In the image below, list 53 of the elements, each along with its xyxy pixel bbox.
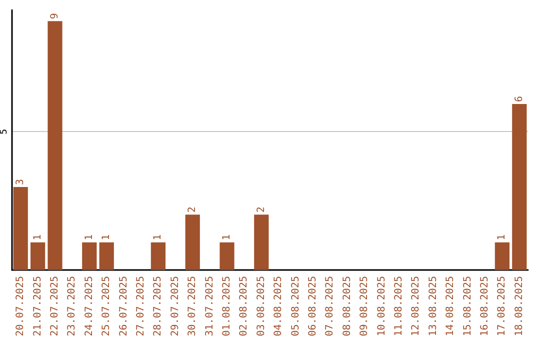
x-tick-label: 23.07.2025 xyxy=(66,276,78,336)
bar xyxy=(512,104,527,270)
x-tick-label: 24.07.2025 xyxy=(84,276,95,336)
x-tick-label: 04.08.2025 xyxy=(273,276,284,336)
data-label: 2 xyxy=(256,206,267,213)
data-label: 9 xyxy=(50,13,60,20)
y-tick-label: 5 xyxy=(0,128,10,134)
x-tick-label: 21.07.2025 xyxy=(32,276,44,336)
x-tick-label: 09.08.2025 xyxy=(359,276,370,336)
x-tick-label: 16.08.2025 xyxy=(480,276,490,336)
x-tick-label: 17.08.2025 xyxy=(496,276,508,336)
x-tick-label: 06.08.2025 xyxy=(308,276,318,336)
x-tick-label: 26.07.2025 xyxy=(118,276,130,336)
x-tick-label: 03.08.2025 xyxy=(256,276,267,336)
x-tick-label: 31.07.2025 xyxy=(204,276,216,336)
bar xyxy=(99,242,114,270)
x-tick-label: 22.07.2025 xyxy=(50,276,60,336)
x-tick-label: 14.08.2025 xyxy=(445,276,456,336)
bar xyxy=(82,242,97,270)
bar xyxy=(13,187,28,270)
bar xyxy=(48,21,62,270)
x-tick-label: 29.07.2025 xyxy=(170,276,181,336)
bar xyxy=(254,214,269,270)
bar xyxy=(494,242,510,270)
x-tick-label: 13.08.2025 xyxy=(428,276,439,336)
data-label: 1 xyxy=(152,234,164,240)
data-label: 1 xyxy=(84,234,95,240)
bar xyxy=(185,214,200,270)
x-tick-label: 11.08.2025 xyxy=(394,276,404,336)
x-tick-label: 15.08.2025 xyxy=(462,276,474,336)
data-label: 3 xyxy=(15,178,26,186)
x-tick-label: 18.08.2025 xyxy=(514,276,525,336)
x-tick-label: 25.07.2025 xyxy=(101,276,112,336)
x-tick-label: 30.07.2025 xyxy=(187,276,198,336)
x-tick-label: 01.08.2025 xyxy=(222,276,232,336)
bar xyxy=(150,242,166,270)
data-label: 2 xyxy=(187,206,198,213)
bar xyxy=(220,242,234,270)
x-tick-label: 12.08.2025 xyxy=(410,276,422,336)
x-tick-label: 28.07.2025 xyxy=(152,276,164,336)
x-tick-label: 05.08.2025 xyxy=(290,276,302,336)
x-tick-label: 20.07.2025 xyxy=(15,276,26,336)
x-tick-label: 08.08.2025 xyxy=(342,276,353,336)
bar xyxy=(30,242,46,270)
data-label: 1 xyxy=(101,234,112,240)
data-label: 1 xyxy=(496,234,508,240)
data-label: 1 xyxy=(32,234,44,240)
x-tick-label: 07.08.2025 xyxy=(324,276,336,336)
data-label: 1 xyxy=(222,234,232,240)
x-tick-label: 02.08.2025 xyxy=(238,276,250,336)
x-tick-label: 27.07.2025 xyxy=(136,276,146,336)
data-label: 6 xyxy=(514,96,525,102)
x-tick-label: 10.08.2025 xyxy=(376,276,388,336)
